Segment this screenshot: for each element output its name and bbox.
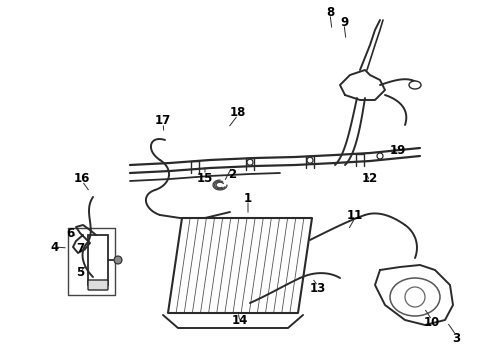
- Text: 17: 17: [155, 113, 171, 126]
- Text: 10: 10: [424, 315, 440, 328]
- Text: 9: 9: [340, 15, 348, 28]
- Text: 16: 16: [74, 171, 90, 185]
- Text: 6: 6: [66, 226, 74, 239]
- Text: 18: 18: [230, 105, 246, 118]
- Circle shape: [114, 256, 122, 264]
- Bar: [88, 235, 108, 285]
- Text: 19: 19: [390, 144, 406, 157]
- Ellipse shape: [409, 81, 421, 89]
- FancyBboxPatch shape: [88, 280, 108, 290]
- Circle shape: [247, 159, 253, 165]
- Text: 15: 15: [197, 171, 213, 185]
- Circle shape: [307, 157, 313, 163]
- Text: 2: 2: [228, 167, 236, 180]
- Text: 14: 14: [232, 314, 248, 327]
- Text: 3: 3: [452, 332, 460, 345]
- Circle shape: [377, 153, 383, 159]
- Text: 4: 4: [51, 240, 59, 253]
- Ellipse shape: [390, 278, 440, 316]
- Text: 13: 13: [310, 282, 326, 294]
- Text: 7: 7: [76, 242, 84, 255]
- Text: 8: 8: [326, 5, 334, 18]
- Text: 11: 11: [347, 208, 363, 221]
- Text: 12: 12: [362, 171, 378, 185]
- Text: 5: 5: [76, 266, 84, 279]
- Text: 1: 1: [244, 192, 252, 204]
